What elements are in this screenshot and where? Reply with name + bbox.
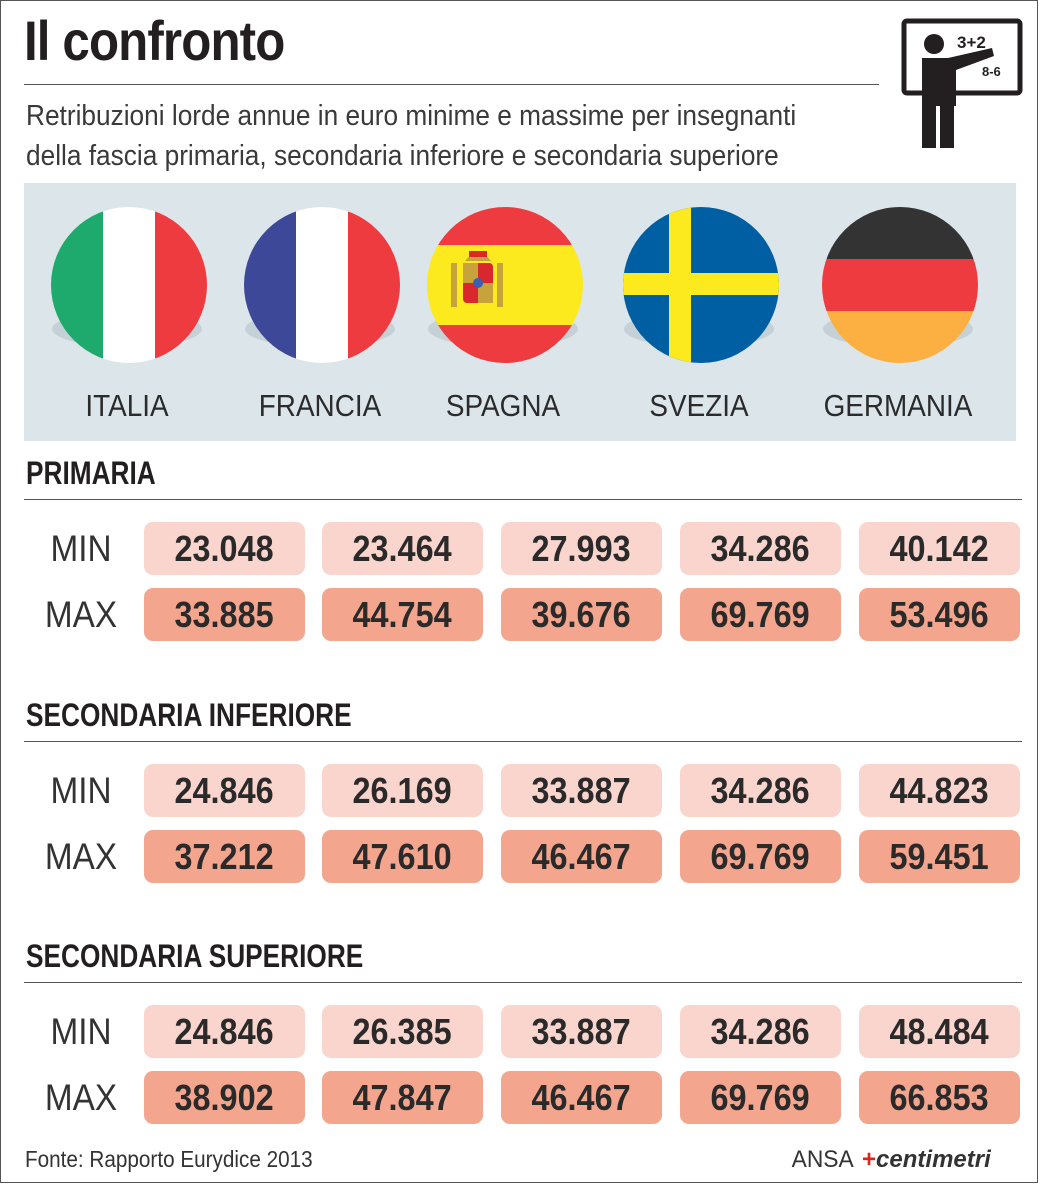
spain-flag-icon <box>427 207 583 363</box>
value-cell-min: 26.385 <box>322 1005 483 1058</box>
country-name: GERMANIA <box>823 388 973 423</box>
subtitle-line-1: Retribuzioni lorde annue in euro minime … <box>26 100 797 132</box>
source-note: Fonte: Rapporto Eurydice 2013 <box>25 1146 313 1172</box>
value-cell-min: 24.846 <box>144 764 305 817</box>
row-label-max: MAX <box>44 1077 118 1118</box>
value-cell-min: 33.887 <box>501 1005 662 1058</box>
country-germania: GERMANIA <box>803 183 993 441</box>
section-title-secondaria-inferiore: SECONDARIA INFERIORE <box>26 697 352 733</box>
germany-flag-icon <box>822 207 978 363</box>
section-title-secondaria-superiore: SECONDARIA SUPERIORE <box>26 938 364 974</box>
title-divider <box>24 84 879 85</box>
row-label-min: MIN <box>50 770 112 811</box>
value-cell-max: 47.847 <box>322 1071 483 1124</box>
row-label-min: MIN <box>50 1011 112 1052</box>
value-cell-max: 33.885 <box>144 588 305 641</box>
value-cell-min: 23.464 <box>322 522 483 575</box>
section-title-primaria: PRIMARIA <box>26 455 156 491</box>
sweden-flag-icon <box>623 207 779 363</box>
country-svezia: SVEZIA <box>604 183 794 441</box>
subtitle-line-2: della fascia primaria, secondaria inferi… <box>26 140 779 172</box>
brand-ansa: ANSA <box>791 1146 854 1173</box>
value-cell-max: 44.754 <box>322 588 483 641</box>
country-francia: FRANCIA <box>225 183 415 441</box>
value-cell-min: 23.048 <box>144 522 305 575</box>
value-cell-min: 24.846 <box>144 1005 305 1058</box>
value-cell-min: 27.993 <box>501 522 662 575</box>
brand-cross-icon: + <box>862 1146 877 1173</box>
section-divider <box>24 982 1022 983</box>
spain-coat-of-arms-icon <box>451 251 503 307</box>
value-cell-max: 69.769 <box>680 1071 841 1124</box>
france-flag-icon <box>244 207 400 363</box>
value-cell-max: 53.496 <box>859 588 1020 641</box>
country-italia: ITALIA <box>32 183 222 441</box>
value-cell-max: 37.212 <box>144 830 305 883</box>
teacher-blackboard-icon: 3+2 8-6 <box>901 18 1023 148</box>
brand-centimetri: centimetri <box>876 1146 991 1173</box>
italy-flag-icon <box>51 207 207 363</box>
country-spagna: SPAGNA <box>408 183 598 441</box>
value-cell-max: 69.769 <box>680 830 841 883</box>
value-cell-min: 34.286 <box>680 522 841 575</box>
value-cell-min: 34.286 <box>680 1005 841 1058</box>
value-cell-min: 33.887 <box>501 764 662 817</box>
row-label-min: MIN <box>50 528 112 569</box>
value-cell-max: 46.467 <box>501 1071 662 1124</box>
value-cell-max: 59.451 <box>859 830 1020 883</box>
row-label-max: MAX <box>44 594 118 635</box>
brand-logo: ANSA +centimetri <box>790 1146 991 1174</box>
row-label-max: MAX <box>44 836 118 877</box>
value-cell-min: 48.484 <box>859 1005 1020 1058</box>
icon-text-top: 3+2 <box>957 33 986 52</box>
value-cell-max: 39.676 <box>501 588 662 641</box>
flags-band: ITALIA FRANCIA <box>24 183 1016 441</box>
section-divider <box>24 741 1022 742</box>
value-cell-max: 47.610 <box>322 830 483 883</box>
value-cell-min: 44.823 <box>859 764 1020 817</box>
value-cell-max: 46.467 <box>501 830 662 883</box>
value-cell-max: 66.853 <box>859 1071 1020 1124</box>
value-cell-max: 69.769 <box>680 588 841 641</box>
page-title: Il confronto <box>24 9 285 72</box>
country-name: SVEZIA <box>649 388 749 423</box>
country-name: FRANCIA <box>258 388 382 423</box>
country-name: ITALIA <box>85 388 169 423</box>
value-cell-min: 40.142 <box>859 522 1020 575</box>
section-divider <box>24 499 1022 500</box>
country-name: SPAGNA <box>445 388 561 423</box>
page-subtitle: Retribuzioni lorde annue in euro minime … <box>26 96 931 176</box>
value-cell-min: 26.169 <box>322 764 483 817</box>
value-cell-max: 38.902 <box>144 1071 305 1124</box>
value-cell-min: 34.286 <box>680 764 841 817</box>
icon-text-bottom: 8-6 <box>982 64 1001 79</box>
